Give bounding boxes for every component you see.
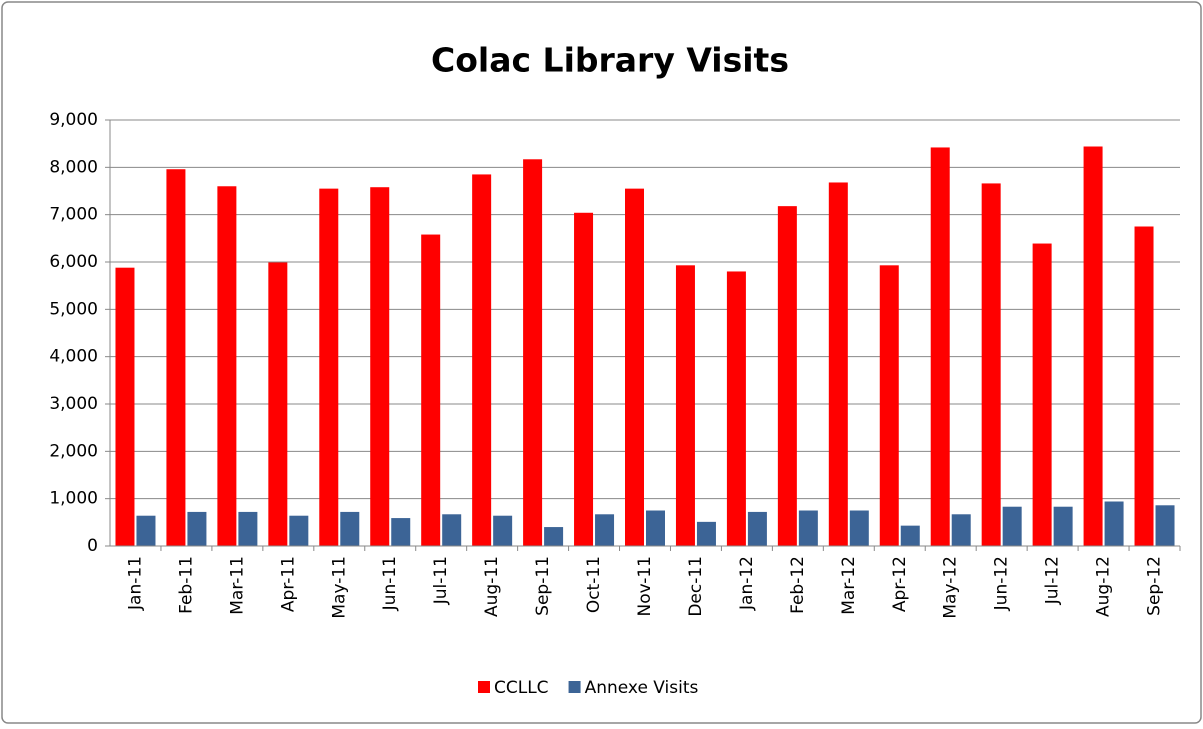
bar [493,515,513,546]
bar [675,265,695,546]
y-tick-label: 4,000 [49,347,98,367]
bar [798,510,818,546]
y-tick-label: 8,000 [49,157,98,177]
bar [421,234,441,546]
x-tick-label: Nov-11 [635,556,655,617]
y-tick-label: 3,000 [49,394,98,414]
x-tick-label: Mar-11 [227,556,247,615]
x-tick-label: Dec-11 [686,556,706,617]
bar [289,515,309,546]
legend-swatch [478,681,490,693]
y-tick-label: 5,000 [49,299,98,319]
bar [747,511,767,546]
x-tick-label: Jun-11 [380,556,400,611]
bar [1053,506,1073,546]
legend-label: Annexe Visits [585,678,699,698]
chart-title: Colac Library Visits [431,41,789,80]
x-tick-label: Apr-12 [890,556,910,612]
x-tick-label: Jan-12 [737,556,757,611]
bar [1002,506,1022,546]
x-tick-label: Aug-12 [1094,556,1114,617]
x-tick-label: Apr-11 [278,556,298,612]
x-tick-label: Jul-11 [431,556,451,605]
x-tick-label: Jun-12 [992,556,1012,611]
bar [981,183,1001,546]
bar [900,525,920,546]
bar [166,169,186,546]
bar [849,510,869,546]
y-tick-label: 9,000 [49,110,98,130]
bar [544,527,564,546]
bar [726,271,746,546]
x-tick-label: Sep-12 [1145,556,1165,616]
legend-label: CCLLC [494,678,549,698]
bar [136,515,156,546]
x-tick-label: Sep-11 [533,556,553,616]
bar [472,174,492,546]
x-tick-label: Feb-12 [788,556,808,614]
x-tick-label: Oct-11 [584,556,604,613]
y-tick-label: 0 [87,536,98,556]
bar [1032,243,1052,547]
bar [187,511,207,546]
bar [370,187,390,547]
bar [523,159,543,546]
bar [217,186,237,546]
bar [1083,146,1103,547]
x-tick-label: Feb-11 [176,556,196,614]
bar [646,510,665,546]
bar [1134,226,1154,546]
bar [319,188,339,546]
bar [625,188,644,546]
legend-swatch [568,681,581,693]
bar [442,514,462,546]
y-tick-label: 7,000 [49,205,98,225]
bar [696,521,716,546]
y-tick-label: 6,000 [49,252,98,272]
bar [595,514,615,546]
bar [268,262,288,546]
bar [777,206,797,546]
x-tick-label: May-11 [329,556,349,619]
bar [574,212,594,547]
x-tick-label: Jan-11 [125,556,145,611]
bar [1155,505,1175,546]
bar [930,147,950,546]
x-tick-label: Aug-11 [482,556,502,617]
bar [115,267,135,546]
bar [391,518,411,546]
bar [951,514,971,546]
y-tick-label: 1,000 [49,489,98,509]
bar [828,182,848,547]
bar [1104,501,1124,546]
bar [340,511,360,546]
x-tick-label: Jul-12 [1043,556,1063,605]
bar [238,511,258,546]
x-tick-label: May-12 [941,556,961,619]
y-tick-label: 2,000 [49,441,98,461]
bar [879,265,899,546]
x-tick-label: Mar-12 [839,556,859,615]
